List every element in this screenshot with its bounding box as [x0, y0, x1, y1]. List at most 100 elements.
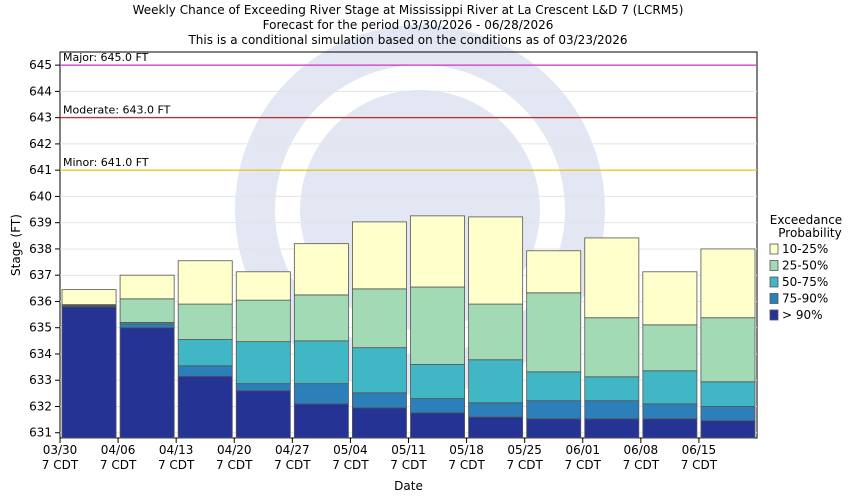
bar-segment: [642, 324, 698, 372]
x-tick-sublabel: 7 CDT: [623, 458, 660, 472]
bar-segment: [642, 418, 698, 439]
y-tick-label: 645: [29, 58, 52, 72]
x-tick-sublabel: 7 CDT: [681, 458, 718, 472]
x-tick-sublabel: 7 CDT: [448, 458, 485, 472]
x-tick-sublabel: 7 CDT: [158, 458, 195, 472]
x-tick-sublabel: 7 CDT: [42, 458, 79, 472]
bar-segment: [468, 416, 524, 439]
legend-title: Probability: [778, 226, 841, 240]
x-tick-sublabel: 7 CDT: [390, 458, 427, 472]
bar-segment: [526, 371, 582, 402]
y-tick-label: 632: [29, 399, 52, 413]
legend-label: 25-50%: [782, 259, 828, 273]
y-tick-label: 643: [29, 111, 52, 125]
y-tick-label: 639: [29, 216, 52, 230]
x-tick-label: 05/11: [391, 443, 426, 457]
chart-title: Forecast for the period 03/30/2026 - 06/…: [263, 18, 554, 32]
x-tick-sublabel: 7 CDT: [332, 458, 369, 472]
bar-segment: [352, 347, 407, 394]
x-tick-label: 06/08: [624, 443, 659, 457]
x-tick-label: 05/25: [507, 443, 542, 457]
bar-segment: [119, 323, 175, 329]
x-tick-label: 06/15: [682, 443, 717, 457]
bar-segment: [177, 303, 233, 340]
bar-segment: [642, 403, 698, 420]
x-tick-label: 04/13: [159, 443, 194, 457]
bar-segment: [410, 286, 465, 365]
legend-label: 10-25%: [782, 242, 828, 256]
x-tick-label: 03/30: [43, 443, 78, 457]
bar-segment: [410, 215, 465, 288]
y-tick-label: 636: [29, 294, 52, 308]
y-tick-label: 633: [29, 373, 52, 387]
chart-title: Weekly Chance of Exceeding River Stage a…: [133, 3, 684, 17]
threshold-label: Major: 645.0 FT: [63, 51, 149, 64]
bar-segment: [642, 271, 698, 326]
legend-swatch: [769, 276, 779, 288]
bar-segment: [526, 250, 582, 294]
x-tick-sublabel: 7 CDT: [274, 458, 311, 472]
bar-segment: [468, 402, 524, 418]
x-tick-label: 04/27: [275, 443, 310, 457]
y-tick-label: 640: [29, 189, 52, 203]
bar-segment: [642, 370, 698, 405]
bar-segment: [293, 294, 349, 342]
y-tick-label: 644: [29, 84, 52, 98]
bar-segment: [468, 359, 524, 404]
y-tick-label: 642: [29, 137, 52, 151]
bar-segment: [293, 243, 349, 296]
bar-segment: [235, 341, 291, 385]
bar-segment: [61, 306, 117, 439]
bar-segment: [584, 418, 640, 439]
bar-segment: [700, 248, 756, 319]
y-tick-label: 641: [29, 163, 52, 177]
x-tick-label: 04/20: [217, 443, 252, 457]
bar-segment: [700, 406, 756, 422]
legend-label: 75-90%: [782, 292, 828, 306]
x-tick-label: 05/04: [333, 443, 368, 457]
bar-segment: [61, 289, 117, 306]
x-axis-label: Date: [394, 479, 423, 493]
chart-title: This is a conditional simulation based o…: [187, 33, 627, 47]
bar-segment: [700, 317, 756, 383]
bar-segment: [293, 340, 349, 385]
legend-label: > 90%: [782, 308, 823, 322]
bar-segment: [700, 381, 756, 407]
threshold-label: Moderate: 643.0 FT: [63, 104, 171, 117]
bar-segment: [410, 398, 465, 414]
bar-segment: [119, 327, 175, 439]
bar-segment: [119, 274, 175, 300]
y-tick-label: 635: [29, 321, 52, 335]
bar-segment: [177, 375, 233, 439]
bar-segment: [235, 383, 291, 392]
legend-swatch: [769, 293, 779, 304]
legend-label: 50-75%: [782, 275, 828, 289]
x-tick-label: 05/18: [449, 443, 484, 457]
bar-segment: [235, 271, 291, 301]
bar-segment: [352, 407, 407, 439]
x-tick-sublabel: 7 CDT: [506, 458, 543, 472]
bar-segment: [352, 288, 407, 349]
bar-segment: [352, 221, 407, 290]
bar-segment: [584, 317, 640, 378]
y-axis-label: Stage (FT): [9, 214, 23, 276]
bar-segment: [177, 365, 233, 377]
legend-swatch: [769, 260, 779, 271]
bar-segment: [468, 216, 524, 305]
bar-segment: [410, 364, 465, 400]
bar-segment: [526, 292, 582, 373]
y-tick-label: 631: [29, 426, 52, 440]
y-tick-label: 638: [29, 242, 52, 256]
bar-segment: [468, 303, 524, 361]
bar-segment: [410, 412, 465, 439]
x-tick-sublabel: 7 CDT: [216, 458, 253, 472]
legend-swatch: [769, 309, 779, 321]
legend-swatch: [769, 243, 779, 255]
bar-segment: [584, 237, 640, 319]
bar-segment: [584, 376, 640, 402]
x-tick-sublabel: 7 CDT: [565, 458, 602, 472]
bar-segment: [177, 339, 233, 367]
bar-segment: [119, 298, 175, 323]
bar-segment: [526, 400, 582, 420]
